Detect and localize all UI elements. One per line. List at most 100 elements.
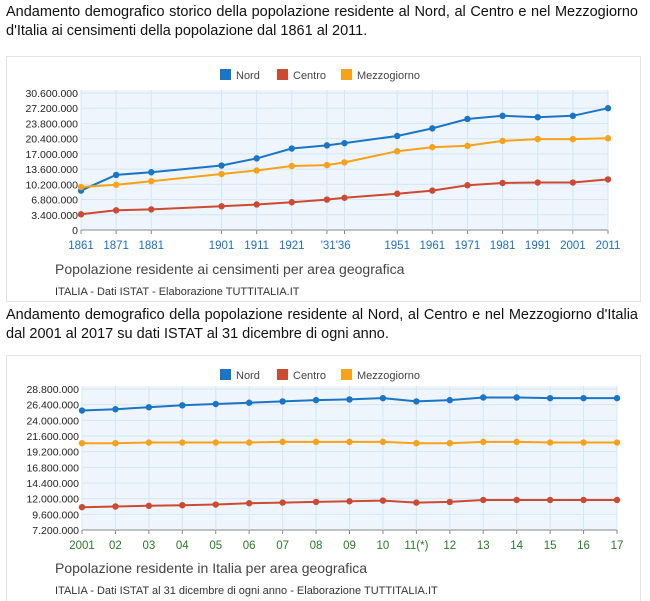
y-tick-label: 13.600.000 bbox=[25, 164, 78, 176]
data-point-centro bbox=[480, 496, 487, 504]
data-point-centro bbox=[569, 179, 577, 186]
chart-subtitle: Popolazione residente in Italia per area… bbox=[55, 560, 367, 576]
intro-text-annual: Andamento demografico della popolazione … bbox=[6, 307, 638, 342]
data-point-mezzogiorno bbox=[499, 137, 506, 145]
y-tick-label: 21.600.000 bbox=[26, 431, 79, 443]
y-tick-label: 30.600.000 bbox=[25, 88, 78, 100]
x-tick-label: 15 bbox=[544, 540, 557, 552]
data-point-centro bbox=[580, 496, 587, 504]
legend-swatch-centro bbox=[277, 369, 288, 380]
y-tick-label: 9.600.000 bbox=[32, 509, 79, 521]
data-point-nord bbox=[245, 399, 253, 406]
data-point-mezzogiorno bbox=[429, 143, 436, 151]
data-point-mezzogiorno bbox=[580, 439, 587, 446]
y-tick-label: 16.800.000 bbox=[26, 462, 79, 474]
data-point-mezzogiorno bbox=[77, 183, 85, 191]
data-point-centro bbox=[78, 503, 86, 511]
data-point-nord bbox=[346, 396, 353, 403]
x-tick-label: 1871 bbox=[103, 240, 129, 252]
x-tick-label: 16 bbox=[577, 540, 590, 552]
data-point-mezzogiorno bbox=[179, 439, 186, 446]
data-point-centro bbox=[253, 201, 260, 208]
data-point-nord bbox=[513, 394, 520, 401]
data-point-mezzogiorno bbox=[323, 161, 331, 169]
data-point-mezzogiorno bbox=[413, 439, 420, 447]
chart-subtitle: Popolazione residente ai censimenti per … bbox=[55, 261, 405, 277]
y-tick-label: 14.400.000 bbox=[26, 478, 79, 490]
x-tick-label: 14 bbox=[510, 540, 523, 552]
data-point-nord bbox=[78, 407, 86, 414]
data-point-nord bbox=[569, 112, 577, 120]
data-point-nord bbox=[279, 398, 286, 405]
data-point-centro bbox=[245, 500, 253, 507]
data-point-centro bbox=[394, 190, 401, 197]
data-point-mezzogiorno bbox=[245, 439, 253, 446]
data-point-nord bbox=[323, 142, 331, 149]
data-point-centro bbox=[464, 182, 471, 189]
data-point-centro bbox=[413, 499, 420, 506]
y-tick-label: 23.800.000 bbox=[25, 118, 78, 130]
data-point-nord bbox=[145, 404, 153, 411]
data-point-centro bbox=[212, 501, 219, 508]
x-tick-label: 1991 bbox=[525, 240, 551, 252]
y-tick-label: 6.800.000 bbox=[31, 195, 78, 207]
x-tick-label: 10 bbox=[377, 540, 390, 552]
data-point-mezzogiorno bbox=[212, 439, 219, 446]
data-point-mezzogiorno bbox=[379, 438, 387, 446]
data-point-centro bbox=[288, 199, 295, 206]
data-point-nord bbox=[112, 406, 119, 413]
intro-text-historical: Andamento demografico storico della popo… bbox=[6, 4, 638, 39]
data-point-mezzogiorno bbox=[148, 177, 155, 185]
x-tick-label: 1961 bbox=[420, 240, 446, 252]
data-point-nord bbox=[604, 105, 612, 112]
x-tick-label: 02 bbox=[109, 540, 122, 552]
data-point-nord bbox=[341, 139, 348, 147]
x-tick-label: 1951 bbox=[384, 240, 410, 252]
data-point-mezzogiorno bbox=[341, 159, 348, 166]
chart-historical-census: Nord Centro Mezzogiorno 0 3.400.000 6.800.000… bbox=[25, 69, 620, 298]
data-point-nord bbox=[288, 145, 295, 152]
legend-label-mezzogiorno: Mezzogiorno bbox=[357, 70, 420, 82]
data-point-mezzogiorno bbox=[613, 439, 621, 446]
x-tick-label: 07 bbox=[276, 540, 289, 552]
y-tick-label: 10.200.000 bbox=[25, 179, 78, 191]
x-tick-label: 04 bbox=[176, 540, 189, 552]
x-tick-label: 05 bbox=[209, 540, 222, 552]
data-point-nord bbox=[212, 400, 219, 408]
data-point-mezzogiorno bbox=[112, 181, 120, 188]
y-tick-label: 17.000.000 bbox=[25, 149, 78, 161]
data-point-centro bbox=[429, 187, 436, 194]
data-point-mezzogiorno bbox=[145, 439, 153, 446]
y-tick-label: 27.200.000 bbox=[25, 103, 78, 115]
data-point-centro bbox=[112, 503, 119, 510]
data-point-mezzogiorno bbox=[394, 148, 401, 155]
data-point-centro bbox=[179, 501, 186, 509]
data-point-mezzogiorno bbox=[464, 142, 471, 150]
data-point-nord bbox=[218, 162, 225, 169]
chart-container-annual: Nord Centro Mezzogiorno 7.200.000 9.600.000 1… bbox=[6, 355, 641, 601]
chart-credit: ITALIA - Dati ISTAT al 31 dicembre di og… bbox=[55, 585, 438, 597]
data-point-nord bbox=[379, 394, 387, 402]
x-tick-label: 06 bbox=[243, 540, 256, 552]
data-point-nord bbox=[534, 113, 541, 121]
y-tick-label: 19.200.000 bbox=[26, 447, 79, 459]
x-tick-label: 17 bbox=[611, 540, 624, 552]
x-tick-label: 12 bbox=[443, 540, 456, 552]
legend-label-mezzogiorno: Mezzogiorno bbox=[357, 370, 420, 382]
data-point-nord bbox=[413, 398, 420, 405]
data-point-nord bbox=[179, 402, 186, 409]
data-point-centro bbox=[446, 498, 454, 506]
data-point-mezzogiorno bbox=[534, 135, 541, 143]
data-point-nord bbox=[148, 169, 155, 176]
x-tick-label: 09 bbox=[343, 540, 356, 552]
data-point-mezzogiorno bbox=[346, 438, 353, 446]
data-point-nord bbox=[464, 115, 471, 123]
data-point-centro bbox=[112, 207, 120, 214]
legend-label-nord: Nord bbox=[236, 370, 260, 382]
legend-label-nord: Nord bbox=[236, 70, 260, 82]
data-point-mezzogiorno bbox=[78, 439, 86, 447]
x-tick-label: 1861 bbox=[68, 240, 94, 252]
legend-swatch-mezzogiorno bbox=[341, 369, 352, 380]
legend-label-centro: Centro bbox=[293, 70, 326, 82]
data-point-nord bbox=[253, 155, 260, 162]
